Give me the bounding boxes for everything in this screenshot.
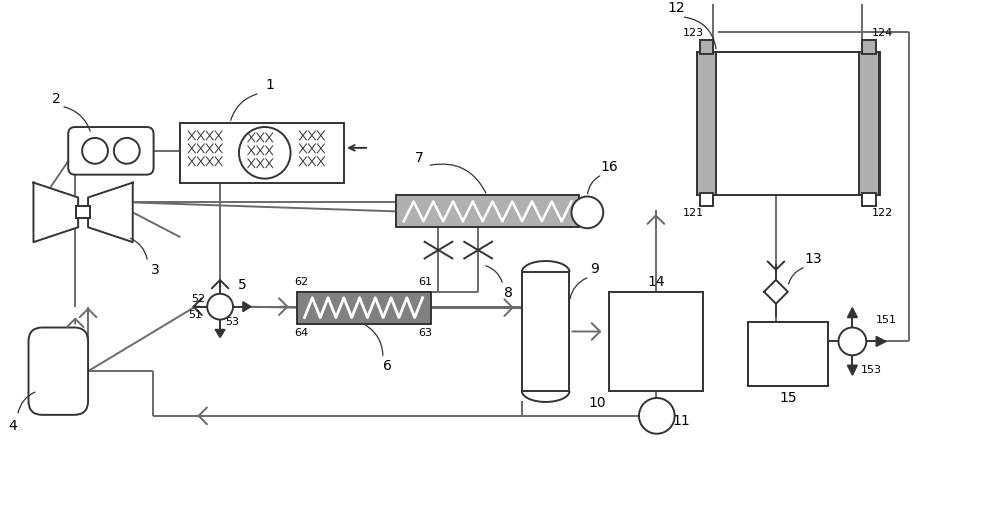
FancyBboxPatch shape	[68, 127, 154, 175]
Text: 10: 10	[588, 396, 606, 410]
Text: 9: 9	[590, 262, 599, 276]
Bar	[697, 51, 880, 196]
Text: 4: 4	[8, 419, 17, 433]
Bar	[609, 292, 703, 391]
Text: 124: 124	[872, 28, 893, 38]
Text: 3: 3	[151, 263, 160, 277]
Text: 11: 11	[673, 414, 691, 428]
Text: 64: 64	[294, 329, 309, 339]
Text: 8: 8	[504, 286, 512, 300]
Bar	[862, 192, 876, 206]
Text: 123: 123	[683, 28, 704, 38]
Text: 1: 1	[265, 78, 274, 92]
Text: 61: 61	[419, 277, 433, 287]
Polygon shape	[215, 330, 225, 338]
Text: 5: 5	[238, 278, 246, 292]
Circle shape	[207, 294, 233, 320]
Text: 153: 153	[861, 365, 882, 375]
Polygon shape	[88, 183, 133, 242]
Text: 15: 15	[779, 391, 797, 405]
Bar	[748, 322, 828, 386]
Polygon shape	[33, 183, 78, 242]
Circle shape	[639, 398, 675, 434]
Text: 52: 52	[191, 294, 205, 304]
FancyBboxPatch shape	[29, 328, 88, 415]
Polygon shape	[847, 365, 857, 375]
Bar	[297, 292, 431, 323]
Circle shape	[838, 328, 866, 355]
Bar	[700, 40, 713, 54]
Text: 62: 62	[294, 277, 309, 287]
Text: 121: 121	[683, 208, 704, 218]
Text: 14: 14	[647, 275, 665, 289]
Bar	[697, 51, 716, 196]
Text: 51: 51	[188, 310, 202, 320]
Text: 16: 16	[600, 160, 618, 174]
Bar	[522, 272, 569, 391]
Text: 63: 63	[419, 329, 433, 339]
Bar	[859, 51, 879, 196]
Bar	[76, 206, 90, 218]
Bar	[862, 40, 876, 54]
Bar	[700, 192, 713, 206]
Polygon shape	[847, 307, 857, 317]
Bar	[180, 123, 344, 183]
Text: 13: 13	[805, 252, 822, 266]
Circle shape	[571, 197, 603, 228]
Text: 53: 53	[225, 316, 239, 326]
Text: 2: 2	[52, 92, 61, 106]
Circle shape	[114, 138, 140, 164]
Text: 152: 152	[842, 337, 863, 347]
Polygon shape	[764, 280, 788, 304]
Text: 12: 12	[668, 1, 685, 15]
Circle shape	[82, 138, 108, 164]
Circle shape	[239, 127, 291, 179]
Text: 6: 6	[383, 359, 392, 373]
Polygon shape	[876, 337, 886, 347]
Text: 151: 151	[876, 315, 897, 324]
Bar	[396, 196, 579, 227]
Polygon shape	[243, 302, 251, 312]
Text: 122: 122	[872, 208, 893, 218]
Text: 7: 7	[415, 151, 424, 165]
